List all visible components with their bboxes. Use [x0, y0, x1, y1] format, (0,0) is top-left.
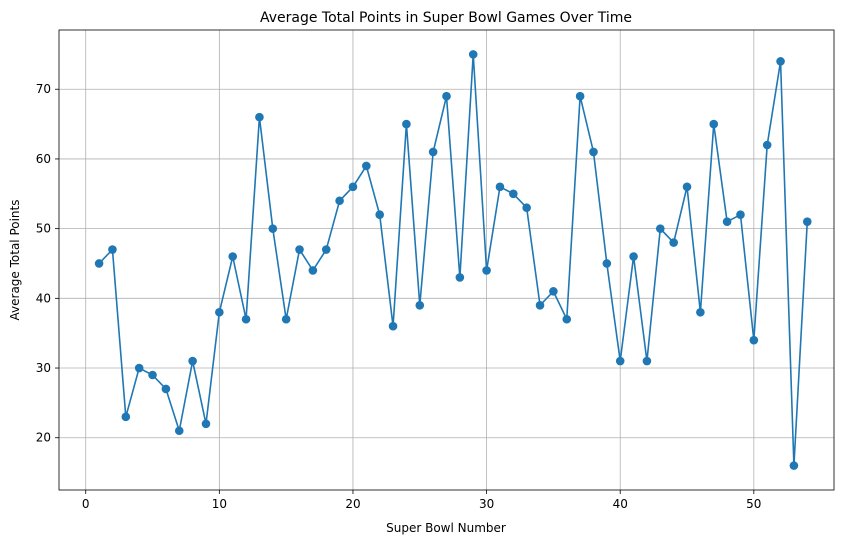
data-point: [535, 301, 545, 310]
data-point: [602, 259, 612, 268]
data-point: [321, 245, 331, 254]
data-point: [749, 335, 759, 345]
data-point: [348, 182, 358, 192]
data-point: [134, 363, 144, 373]
chart-title: Average Total Points in Super Bowl Games…: [260, 10, 632, 26]
data-point: [709, 119, 719, 129]
data-point: [188, 356, 197, 366]
data-point: [522, 203, 531, 213]
x-tick-label: 30: [479, 497, 494, 511]
data-point: [415, 301, 425, 310]
plot-frame: [58, 29, 835, 491]
data-point: [255, 112, 264, 122]
data-point: [428, 147, 438, 157]
x-tick-label: 40: [613, 497, 628, 511]
y-axis: 20 30 40 50 60 70: [36, 82, 59, 445]
y-tick-label: 70: [36, 82, 51, 96]
data-point: [455, 273, 465, 282]
data-point: [762, 140, 772, 150]
data-point: [121, 412, 131, 422]
data-point: [335, 196, 344, 206]
data-point: [642, 356, 652, 366]
data-point: [388, 321, 398, 331]
y-tick-label: 20: [36, 431, 51, 445]
data-point: [402, 119, 411, 129]
data-point: [722, 217, 732, 226]
data-point: [509, 189, 518, 199]
data-point: [615, 356, 625, 366]
data-point: [295, 245, 304, 254]
data-point: [776, 57, 785, 66]
data-point: [215, 307, 224, 317]
data-point: [495, 182, 505, 192]
data-point: [655, 224, 665, 233]
data-point: [736, 210, 745, 219]
series-line: [98, 54, 809, 466]
data-point: [575, 91, 585, 101]
data-point: [589, 147, 598, 157]
y-tick-label: 30: [36, 361, 51, 375]
data-point: [241, 314, 251, 324]
data-point: [308, 266, 318, 275]
data-point: [442, 91, 451, 101]
data-point: [549, 287, 558, 296]
x-tick-label: 10: [212, 497, 227, 511]
data-point: [802, 217, 812, 226]
data-point: [201, 419, 211, 429]
data-point: [375, 210, 384, 219]
y-tick-label: 40: [36, 291, 51, 305]
x-tick-label: 0: [82, 497, 90, 511]
data-point: [228, 252, 238, 261]
x-axis-label: Super Bowl Number: [386, 521, 506, 535]
x-tick-label: 20: [345, 497, 360, 511]
grid-lines: [59, 30, 834, 490]
data-point: [148, 370, 157, 380]
data-point: [362, 161, 371, 171]
data-point: [174, 426, 184, 436]
series-average-total-points: [94, 50, 812, 470]
x-axis: 0 10 20 30 40 50: [82, 490, 761, 511]
data-point: [161, 384, 171, 394]
y-axis-label: Average Total Points: [8, 200, 22, 321]
data-point: [789, 461, 799, 470]
data-point: [669, 238, 678, 247]
data-point: [696, 307, 705, 317]
data-point: [682, 182, 692, 192]
data-point: [482, 266, 491, 275]
y-tick-label: 60: [36, 152, 51, 166]
x-tick-label: 50: [746, 497, 761, 511]
data-point: [94, 259, 104, 268]
y-tick-label: 50: [36, 222, 51, 236]
data-point: [108, 245, 117, 254]
data-point: [268, 224, 278, 233]
data-point: [468, 50, 478, 59]
data-point: [629, 252, 638, 261]
data-point: [281, 314, 291, 324]
data-point: [562, 314, 572, 324]
